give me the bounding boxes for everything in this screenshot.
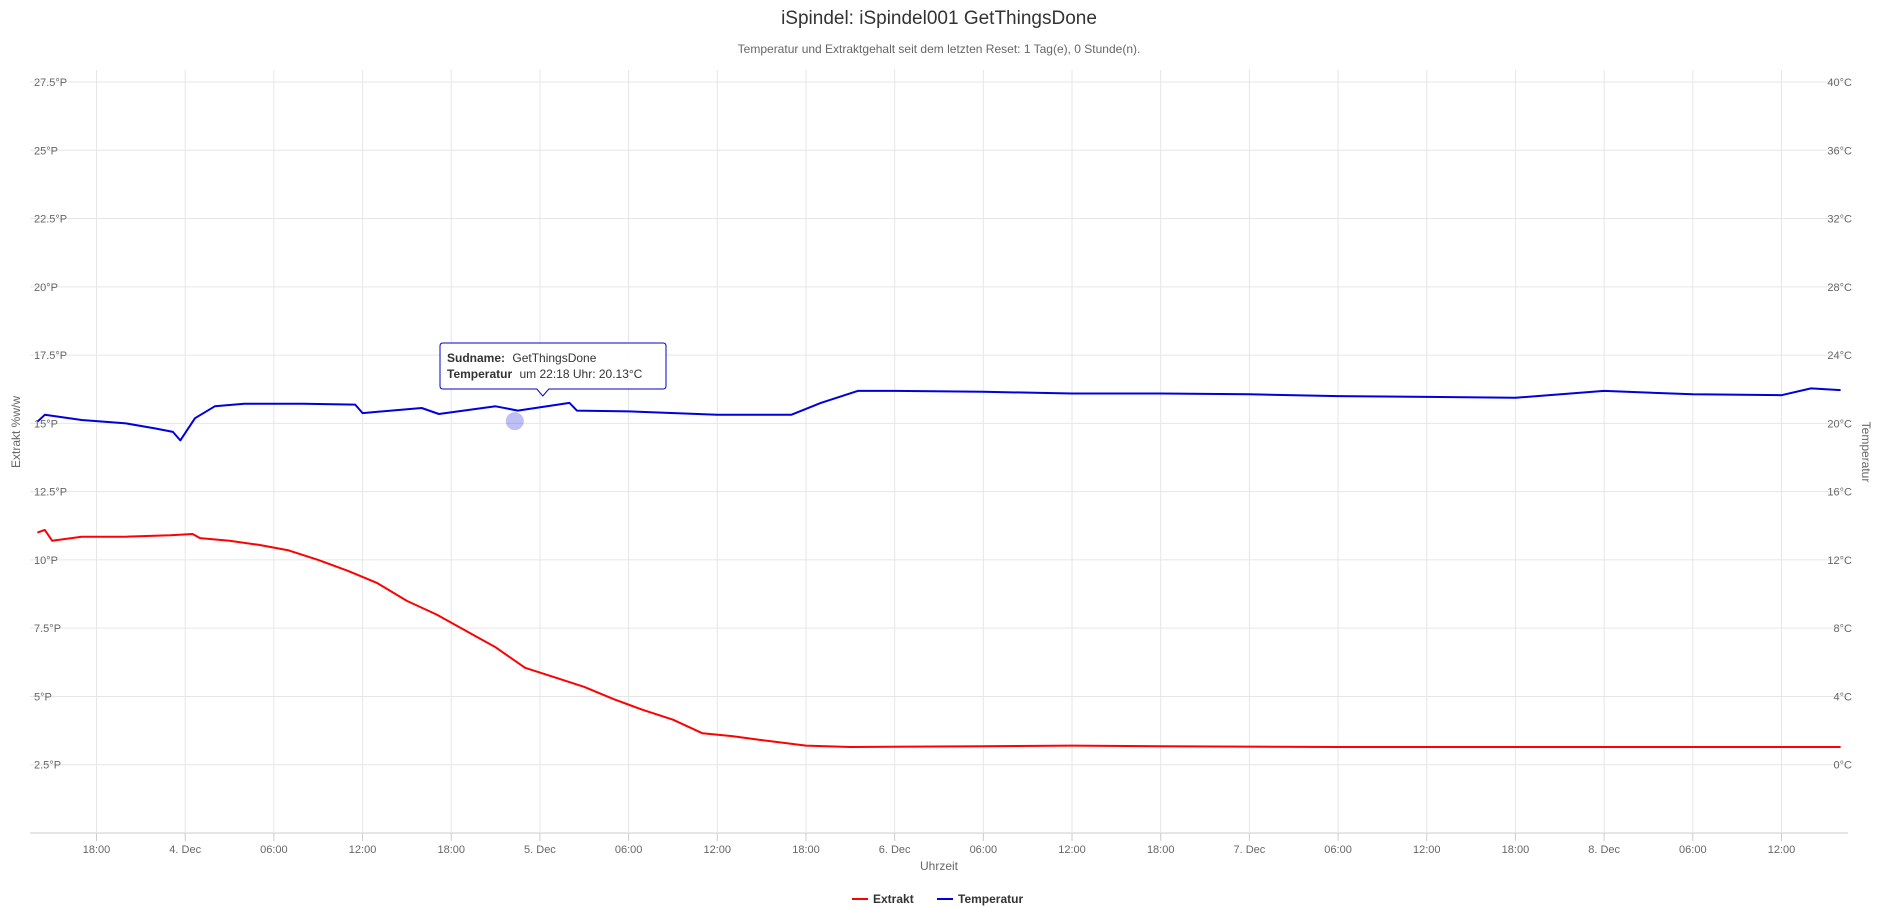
y-right-tick-label: 4°C (1834, 691, 1853, 703)
y-left-tick-label: 25°P (34, 145, 58, 157)
y-left-tick-label: 12.5°P (34, 487, 67, 499)
y-right-axis-title: Temperatur (1859, 422, 1873, 483)
series-layer (36, 387, 1841, 748)
y-left-tick-label: 2.5°P (34, 760, 61, 772)
series-line-extrakt[interactable] (37, 528, 1841, 748)
tooltip: Sudname: GetThingsDone Temperatur um 22:… (439, 342, 667, 397)
x-tick-label: 8. Dec (1588, 844, 1620, 856)
x-tick-label: 18:00 (792, 844, 820, 856)
x-tick-label: 18:00 (83, 844, 111, 856)
y-right-tick-label: 24°C (1827, 350, 1852, 362)
x-tick-label: 12:00 (1413, 844, 1441, 856)
y-right-tick-label: 36°C (1827, 145, 1852, 157)
x-tick-label: 06:00 (1679, 844, 1707, 856)
axis-labels: 2.5°P 5°P 7.5°P 10°P 12.5°P 15°P 17.5°P 20°P 22.… (34, 77, 1852, 856)
x-tick-label: 5. Dec (524, 844, 556, 856)
y-left-tick-label: 27.5°P (34, 77, 67, 89)
y-left-tick-label: 5°P (34, 691, 52, 703)
y-left-tick-label: 15°P (34, 418, 58, 430)
legend-item-temperatur[interactable]: Temperatur (937, 892, 1023, 906)
y-right-tick-label: 12°C (1827, 555, 1852, 567)
x-tick-label: 18:00 (1147, 844, 1175, 856)
x-axis-title: Uhrzeit (920, 859, 959, 873)
x-tick-label: 6. Dec (879, 844, 911, 856)
x-tick-label: 06:00 (260, 844, 288, 856)
y-right-tick-label: 40°C (1827, 77, 1852, 89)
x-tick-label: 06:00 (970, 844, 998, 856)
chart-title: iSpindel: iSpindel001 GetThingsDone (781, 8, 1097, 29)
hover-halo (505, 412, 524, 431)
chart-subtitle: Temperatur und Extraktgehalt seit dem le… (738, 42, 1141, 56)
y-right-tick-label: 16°C (1827, 487, 1852, 499)
legend-label: Temperatur (958, 892, 1023, 906)
y-left-tick-label: 20°P (34, 282, 58, 294)
y-left-tick-label: 7.5°P (34, 623, 61, 635)
y-left-axis-title: Extrakt %w/w (9, 396, 23, 468)
series-line-temperatur[interactable] (36, 387, 1841, 442)
y-left-tick-label: 17.5°P (34, 350, 67, 362)
x-tick-label: 12:00 (704, 844, 732, 856)
x-tick-label: 18:00 (437, 844, 465, 856)
x-tick-label: 12:00 (349, 844, 377, 856)
legend-item-extrakt[interactable]: Extrakt (852, 892, 914, 906)
x-tick-label: 4. Dec (169, 844, 201, 856)
legend: Extrakt Temperatur (852, 892, 1023, 906)
x-tick-label: 12:00 (1058, 844, 1086, 856)
legend-label: Extrakt (873, 892, 914, 906)
y-right-tick-label: 28°C (1827, 282, 1852, 294)
tooltip-label-2: Temperatur (447, 367, 512, 381)
gridlines (30, 70, 1848, 841)
y-right-tick-label: 8°C (1834, 623, 1853, 635)
x-tick-label: 06:00 (615, 844, 643, 856)
tooltip-value-1: GetThingsDone (512, 351, 596, 365)
y-right-tick-label: 20°C (1827, 418, 1852, 430)
y-right-tick-label: 32°C (1827, 214, 1852, 226)
tooltip-value-2: um 22:18 Uhr: 20.13°C (519, 367, 642, 381)
x-tick-label: 12:00 (1768, 844, 1796, 856)
y-left-tick-label: 10°P (34, 555, 58, 567)
x-tick-label: 18:00 (1502, 844, 1530, 856)
tooltip-line-1: Sudname: GetThingsDone (447, 351, 597, 365)
y-right-tick-label: 0°C (1834, 760, 1853, 772)
tooltip-line-2: Temperatur um 22:18 Uhr: 20.13°C (447, 367, 643, 381)
tooltip-label-1: Sudname: (447, 351, 505, 365)
x-tick-label: 06:00 (1324, 844, 1352, 856)
x-tick-label: 7. Dec (1233, 844, 1265, 856)
tooltip-box (439, 342, 667, 397)
y-left-tick-label: 22.5°P (34, 214, 67, 226)
